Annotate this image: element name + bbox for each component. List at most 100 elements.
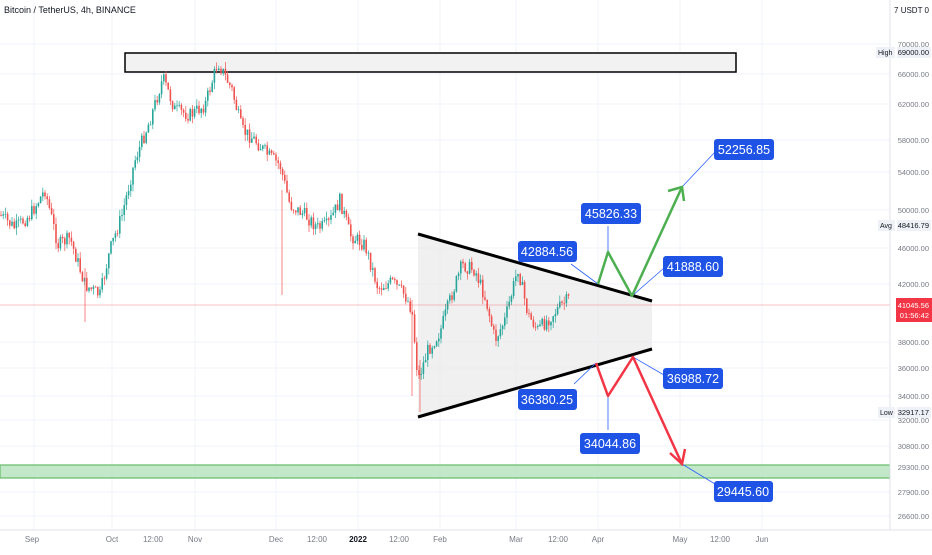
candle-body bbox=[295, 210, 297, 213]
candle-body bbox=[385, 288, 387, 289]
label-41888[interactable]: 41888.60 bbox=[663, 256, 723, 277]
time-tick: Sep bbox=[25, 535, 40, 544]
label-29445[interactable]: 29445.60 bbox=[714, 481, 773, 502]
candle-body bbox=[163, 74, 165, 82]
label-42884[interactable]: 42884.56 bbox=[518, 241, 577, 262]
support-zone[interactable] bbox=[0, 464, 891, 479]
scale-currency: 7 USDT 0 bbox=[894, 6, 930, 15]
candle-body bbox=[119, 216, 121, 234]
time-tick: Dec bbox=[269, 535, 283, 544]
label-34044[interactable]: 34044.86 bbox=[580, 433, 640, 454]
candle-body bbox=[114, 233, 117, 238]
candle-body bbox=[405, 293, 407, 302]
candle-body bbox=[138, 146, 141, 158]
candle-body bbox=[116, 233, 119, 235]
bearish-projection-path[interactable] bbox=[594, 355, 684, 465]
time-tick: May bbox=[672, 535, 687, 544]
candle-body bbox=[416, 342, 418, 371]
price-scale[interactable]: 7 USDT 0 70000.00 66000.00 62000.00 5800… bbox=[876, 0, 932, 550]
candle-body bbox=[53, 214, 55, 225]
time-axis[interactable]: Sep Oct 12:00 Nov Dec 12:00 2022 12:00 F… bbox=[0, 529, 932, 544]
candle-body bbox=[145, 132, 147, 143]
candle-body bbox=[264, 145, 266, 147]
label-29445-text: 29445.60 bbox=[717, 485, 769, 499]
bullish-projection-path[interactable] bbox=[596, 186, 684, 298]
candle-body bbox=[534, 326, 537, 328]
candle-body bbox=[372, 268, 374, 270]
candle-body bbox=[407, 301, 409, 303]
low-label: Low bbox=[880, 410, 894, 417]
candle-body bbox=[444, 309, 447, 317]
candle-body bbox=[156, 100, 158, 103]
price-tick: 70000.00 bbox=[898, 40, 929, 49]
time-tick: 12:00 bbox=[307, 535, 328, 544]
candle-body bbox=[299, 207, 301, 215]
price-ticks: 70000.00 66000.00 62000.00 58000.00 5400… bbox=[898, 40, 929, 521]
candle-body bbox=[334, 204, 337, 213]
candle-body bbox=[31, 206, 33, 220]
label-45826[interactable]: 45826.33 bbox=[581, 203, 641, 224]
price-tick: 30800.00 bbox=[898, 442, 929, 451]
candle-body bbox=[402, 285, 405, 294]
time-tick: 2022 bbox=[349, 535, 367, 544]
candle-body bbox=[519, 274, 521, 285]
candle-body bbox=[77, 258, 79, 262]
candle-body bbox=[237, 109, 240, 111]
price-tick: 50000.00 bbox=[898, 206, 929, 215]
price-tick: 34000.00 bbox=[898, 392, 929, 401]
time-tick: 12:00 bbox=[710, 535, 731, 544]
candle-body bbox=[345, 210, 348, 218]
candle-body bbox=[196, 105, 198, 109]
candle-body bbox=[451, 295, 453, 300]
candle-body bbox=[141, 135, 143, 147]
label-45826-text: 45826.33 bbox=[585, 207, 637, 221]
candle-body bbox=[303, 207, 306, 214]
candle-body bbox=[90, 287, 92, 289]
candle-body bbox=[429, 344, 431, 354]
candle-body bbox=[493, 325, 495, 330]
candle-body bbox=[286, 180, 288, 193]
label-52256[interactable]: 52256.85 bbox=[714, 139, 774, 160]
candle-body bbox=[323, 220, 326, 222]
candle-body bbox=[537, 325, 539, 328]
candle-body bbox=[81, 272, 84, 282]
candle-body bbox=[284, 174, 286, 181]
candle-body bbox=[42, 192, 44, 197]
candle-body bbox=[35, 206, 37, 214]
candle-body bbox=[37, 203, 40, 207]
triangle-upper-line[interactable] bbox=[417, 232, 653, 303]
candle-body bbox=[400, 284, 403, 286]
label-36380[interactable]: 36380.25 bbox=[518, 389, 577, 410]
symbol-title: Bitcoin / TetherUS, 4h, BINANCE bbox=[4, 5, 136, 15]
candle-body bbox=[112, 237, 114, 242]
candle-body bbox=[506, 306, 508, 318]
candle-body bbox=[270, 150, 273, 154]
candle-body bbox=[290, 201, 293, 210]
candle-body bbox=[55, 224, 57, 244]
candle-body bbox=[427, 344, 429, 361]
high-label: High bbox=[878, 50, 893, 57]
candle-body bbox=[158, 94, 161, 103]
candle-body bbox=[213, 68, 216, 83]
candle-body bbox=[189, 109, 191, 121]
label-36988[interactable]: 36988.72 bbox=[663, 368, 723, 389]
candle-body bbox=[231, 85, 233, 88]
candle-body bbox=[330, 215, 332, 220]
avg-label: Avg bbox=[880, 223, 892, 230]
price-tick: 66000.00 bbox=[898, 70, 929, 79]
low-value: 32917.17 bbox=[898, 408, 929, 417]
candle-body bbox=[180, 104, 183, 110]
candle-body bbox=[457, 273, 460, 277]
time-tick: Nov bbox=[188, 535, 202, 544]
candle-body bbox=[409, 301, 411, 312]
resistance-zone[interactable] bbox=[124, 52, 737, 73]
candle-body bbox=[103, 278, 106, 280]
candle-body bbox=[431, 347, 433, 354]
candle-body bbox=[391, 277, 394, 279]
candle-body bbox=[312, 217, 315, 230]
triangle-lower-line[interactable] bbox=[417, 347, 653, 419]
candle-body bbox=[499, 329, 502, 337]
candle-body bbox=[341, 193, 343, 214]
candle-body bbox=[422, 362, 425, 374]
